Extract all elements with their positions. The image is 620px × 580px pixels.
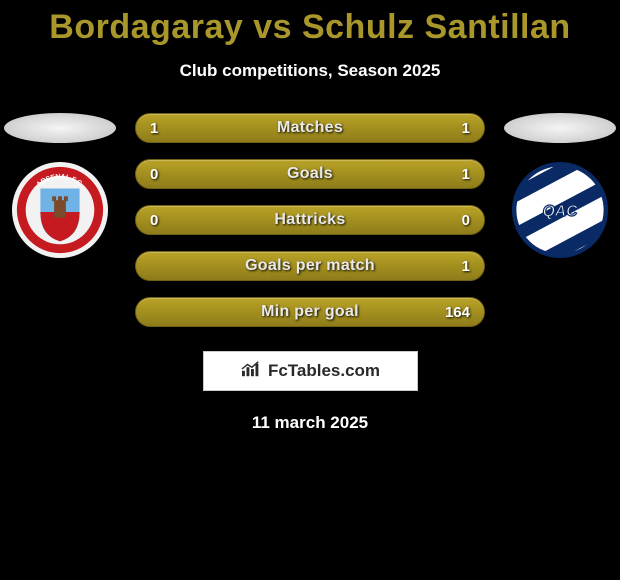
subtitle: Club competitions, Season 2025 — [0, 61, 620, 81]
stat-label: Min per goal — [261, 303, 359, 321]
date-text: 11 march 2025 — [0, 413, 620, 433]
stat-value-left: 0 — [150, 166, 180, 183]
stat-bars: 1 Matches 1 0 Goals 1 0 Hattricks 0 Goal… — [135, 113, 485, 327]
stat-label: Goals per match — [245, 257, 375, 275]
stat-value-right: 1 — [440, 120, 470, 137]
page-title: Bordagaray vs Schulz Santillan — [0, 0, 620, 47]
fctables-text: FcTables.com — [268, 361, 380, 381]
stat-row-min-per-goal: Min per goal 164 — [135, 297, 485, 327]
fctables-badge: FcTables.com — [203, 351, 418, 391]
club-crest-right: QAC — [511, 161, 609, 259]
player-left-column: ARSENAL F.C. — [0, 113, 120, 259]
stat-value-right: 1 — [440, 258, 470, 275]
stat-row-hattricks: 0 Hattricks 0 — [135, 205, 485, 235]
club-crest-left: ARSENAL F.C. — [11, 161, 109, 259]
stat-row-goals: 0 Goals 1 — [135, 159, 485, 189]
stat-row-goals-per-match: Goals per match 1 — [135, 251, 485, 281]
player-right-ellipse — [504, 113, 616, 143]
bar-chart-icon — [240, 360, 262, 383]
stat-row-matches: 1 Matches 1 — [135, 113, 485, 143]
stat-label: Goals — [287, 165, 333, 183]
stat-label: Hattricks — [274, 211, 345, 229]
stat-value-right: 164 — [440, 304, 470, 321]
comparison-panel: ARSENAL F.C. QAC — [0, 113, 620, 433]
player-right-column: QAC — [500, 113, 620, 259]
stat-value-left: 1 — [150, 120, 180, 137]
stat-value-left: 0 — [150, 212, 180, 229]
stat-value-right: 1 — [440, 166, 470, 183]
player-left-ellipse — [4, 113, 116, 143]
stat-value-right: 0 — [440, 212, 470, 229]
svg-text:QAC: QAC — [543, 203, 579, 220]
stat-label: Matches — [277, 119, 343, 137]
